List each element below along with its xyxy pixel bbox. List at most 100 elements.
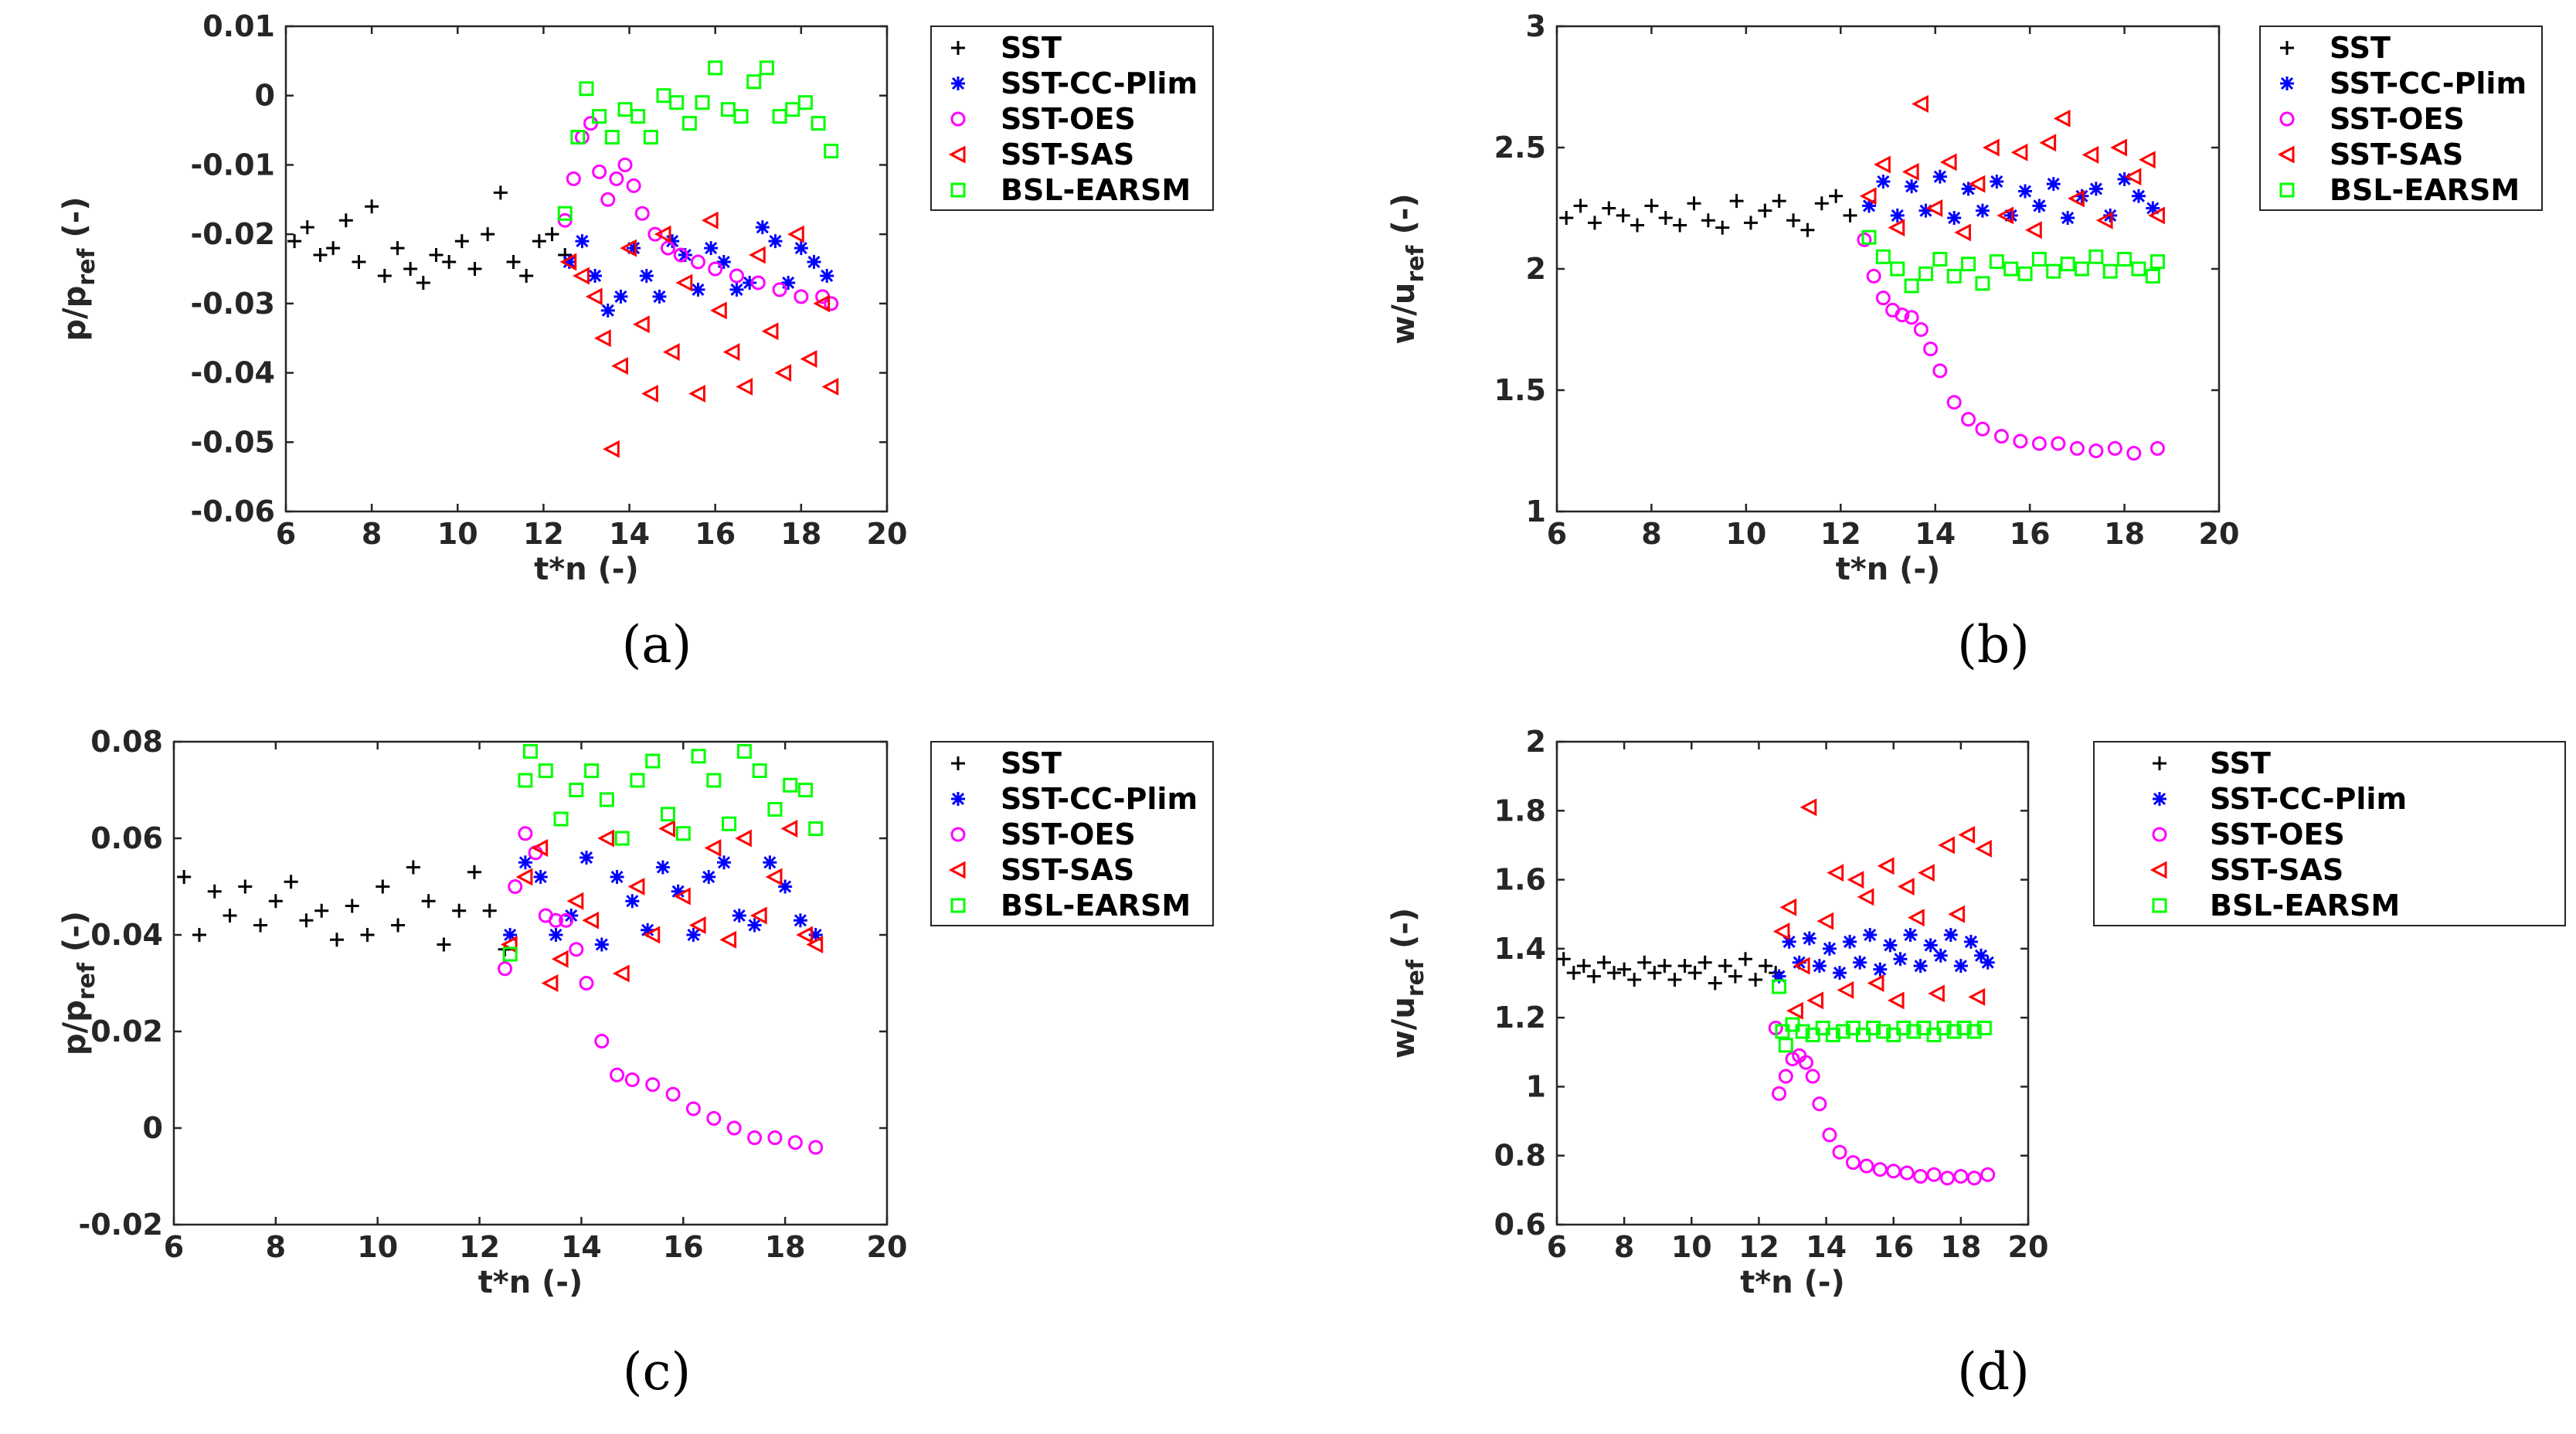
legend-box <box>2259 25 2543 211</box>
data-point <box>503 928 518 942</box>
x-tick-label: 18 <box>780 517 821 551</box>
data-point <box>569 942 584 957</box>
data-point <box>797 95 813 110</box>
data-point <box>1908 909 1925 927</box>
data-point <box>767 802 783 817</box>
data-point <box>781 275 796 290</box>
data-point <box>452 903 467 918</box>
legend-marker <box>948 145 966 164</box>
data-point <box>1772 194 1786 209</box>
x-tick-label: 18 <box>765 1230 806 1264</box>
data-point <box>710 301 727 320</box>
data-point <box>1715 220 1730 235</box>
data-point <box>1918 203 1933 218</box>
y-axis-label-main: p/p <box>57 286 93 342</box>
data-point <box>253 918 268 933</box>
y-axis-label-sub: ref <box>1402 244 1429 282</box>
data-point <box>2277 145 2295 164</box>
data-point <box>1630 218 1645 233</box>
data-point <box>508 879 523 894</box>
data-point <box>1918 266 1933 281</box>
data-point <box>1982 138 2000 157</box>
x-tick-label: 14 <box>1915 517 1956 551</box>
chart-d: 6 8 10 12 14 16 18 20 0.6 0.8 1 1.2 1.4 1.6 1.8 2 t*n (-… <box>1386 725 2566 1402</box>
legend-label: SST <box>1001 746 1062 780</box>
data-point <box>1857 232 1872 247</box>
data-point <box>287 234 302 249</box>
data-point <box>1913 322 1929 337</box>
data-point <box>824 143 839 158</box>
data-point <box>594 329 611 348</box>
data-point <box>2046 177 2061 192</box>
data-point <box>559 912 574 928</box>
y-tick-label: -0.03 <box>190 287 275 321</box>
data-point <box>531 839 549 857</box>
series-sst-cc-plim <box>1772 928 1995 984</box>
y-axis-label: p/pref (-) <box>57 196 100 341</box>
x-tick-label: 6 <box>1547 1230 1567 1264</box>
series-sst-oes <box>1857 232 2165 461</box>
data-point <box>1923 342 1939 357</box>
panel-caption: (a) <box>622 615 692 675</box>
plot-area <box>1555 740 2030 1226</box>
data-point <box>569 783 584 797</box>
data-point <box>643 130 658 145</box>
data-point <box>594 1034 610 1048</box>
data-point <box>761 322 779 341</box>
data-point <box>1647 966 1662 980</box>
data-point <box>1673 218 1687 233</box>
data-point <box>2069 440 2085 456</box>
data-point <box>2003 261 2019 277</box>
data-point <box>570 130 586 145</box>
x-tick-label: 14 <box>561 1230 602 1264</box>
data-point <box>1861 229 1877 245</box>
data-point <box>515 868 533 886</box>
data-point <box>1782 934 1796 949</box>
data-point <box>787 1135 803 1150</box>
data-point <box>518 773 533 788</box>
data-point <box>811 116 826 131</box>
x-tick-label: 18 <box>1940 1230 1981 1264</box>
data-point <box>582 911 600 929</box>
data-point <box>352 255 366 270</box>
data-point <box>2148 206 2165 225</box>
data-point <box>1729 194 1744 209</box>
data-point <box>1867 974 1884 992</box>
y-tick-label: -0.06 <box>190 494 275 528</box>
data-point <box>1939 153 1957 172</box>
x-axis-label: t*n (-) <box>1836 552 1941 587</box>
data-point <box>706 773 722 788</box>
data-point <box>548 912 563 928</box>
data-point <box>2013 433 2028 449</box>
data-point <box>2003 208 2018 223</box>
data-point <box>1926 1167 1942 1182</box>
series-sst-sas <box>559 211 839 458</box>
data-point <box>617 102 633 117</box>
y-axis-label-suffix: (-) <box>57 911 93 963</box>
y-axis-label-sub: ref <box>1402 959 1429 997</box>
data-point <box>746 74 762 90</box>
data-point <box>177 870 192 884</box>
data-point <box>1936 1021 1952 1036</box>
data-point <box>1872 1162 1888 1177</box>
x-tick-label: 14 <box>1806 1230 1847 1264</box>
data-point <box>2046 263 2061 279</box>
data-point <box>772 282 787 297</box>
data-point <box>300 220 314 235</box>
data-point <box>673 247 688 263</box>
data-point <box>755 220 770 235</box>
data-point <box>1637 955 1652 970</box>
y-axis-label-sub: ref <box>73 248 100 286</box>
y-tick-label: 0.08 <box>90 725 163 759</box>
data-point <box>579 976 594 991</box>
data-point <box>1862 199 1877 213</box>
x-axis-label: t*n (-) <box>534 552 639 587</box>
data-point <box>661 240 676 256</box>
data-point <box>299 913 314 928</box>
data-point <box>518 855 532 870</box>
data-point <box>2025 221 2042 240</box>
data-point <box>1857 888 1874 906</box>
data-point <box>787 225 804 243</box>
data-point <box>1802 931 1816 946</box>
